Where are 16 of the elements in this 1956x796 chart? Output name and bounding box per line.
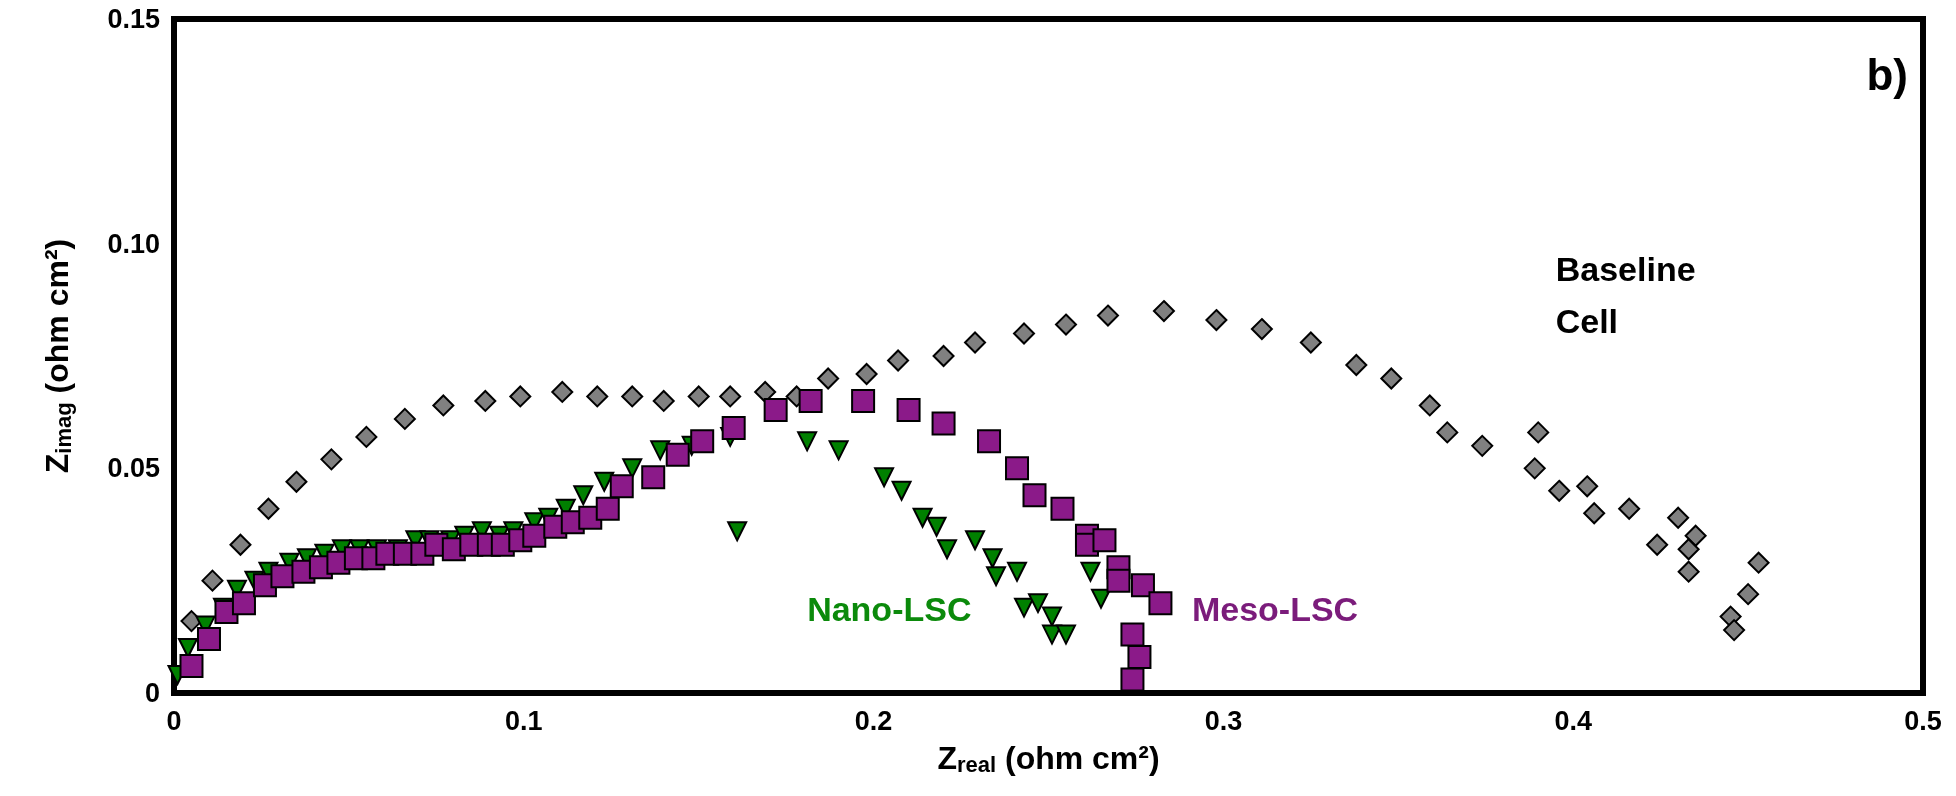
y-tick-label: 0.05 <box>107 453 160 484</box>
x-tick-label: 0 <box>166 705 182 736</box>
x-tick-label: 0.2 <box>854 705 893 736</box>
y-tick-label: 0.10 <box>107 228 160 259</box>
y-tick-label: 0 <box>144 678 160 708</box>
annotation: b) <box>1866 49 1908 99</box>
y-axis-title: Zimag (ohm cm²) <box>39 238 76 474</box>
y-tick-label: 0.15 <box>107 4 160 34</box>
x-axis-title: Zreal (ohm cm²) <box>937 740 1160 777</box>
x-tick-label: 0.5 <box>1904 705 1942 736</box>
series-label: Nano-LSC <box>807 589 972 628</box>
x-tick-label: 0.3 <box>1204 705 1243 736</box>
text: Baseline Cell <box>1555 250 1706 341</box>
series-label: Meso-LSC <box>1191 589 1359 628</box>
x-tick-label: 0.4 <box>1554 705 1592 736</box>
x-tick-label: 0.1 <box>505 705 543 736</box>
